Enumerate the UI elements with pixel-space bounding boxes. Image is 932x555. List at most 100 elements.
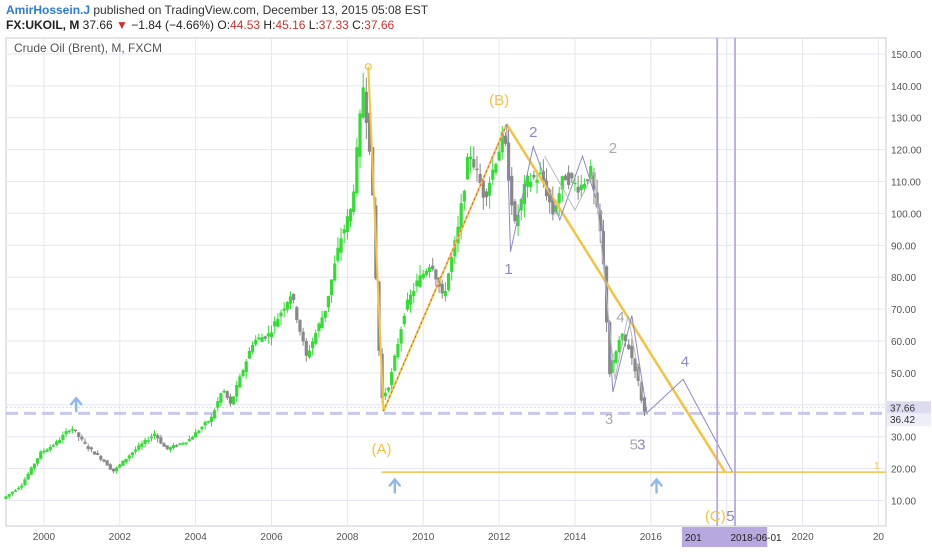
candle-body <box>586 179 590 181</box>
candle-body <box>45 449 49 452</box>
candle-body <box>358 113 362 157</box>
candle-body <box>89 447 93 450</box>
candle-body <box>582 183 587 189</box>
candle-body <box>121 460 125 466</box>
candle-body <box>393 355 397 371</box>
x-tick-label: 2006 <box>260 532 283 543</box>
peak-marker <box>364 63 372 71</box>
candle-body <box>475 168 479 171</box>
y-tick-label: 100.00 <box>891 209 922 220</box>
wave-label: 5 <box>726 508 734 525</box>
candle-body <box>396 344 400 357</box>
price-chart[interactable]: 150.00140.00130.00120.00110.00100.0090.0… <box>0 34 932 550</box>
high-label: H: <box>263 18 276 32</box>
candle-body <box>538 172 542 175</box>
candle-body <box>216 401 220 408</box>
candle-body <box>108 464 112 470</box>
candle-body <box>488 182 492 196</box>
candle-body <box>92 451 97 455</box>
price-change: −1.84 (−4.66%) <box>131 18 215 32</box>
x-tick-label: 2008 <box>336 532 359 543</box>
candle-body <box>133 449 138 452</box>
candle-body <box>162 443 166 447</box>
candle-body <box>418 275 422 287</box>
y-tick-label: 120.00 <box>891 146 922 157</box>
candle-body <box>241 370 245 377</box>
candle-body <box>405 299 410 310</box>
candle-body <box>446 273 451 291</box>
candle-body <box>29 467 33 475</box>
candle-body <box>266 333 270 337</box>
candle-body <box>99 455 103 460</box>
candle-body <box>288 296 293 304</box>
candle-body <box>231 396 236 405</box>
author-link[interactable]: AmirHossein.J <box>6 3 91 17</box>
candle-body <box>503 135 508 144</box>
candle-body <box>225 391 229 398</box>
candle-body <box>557 193 561 203</box>
candle-body <box>263 336 267 339</box>
candle-body <box>181 443 185 445</box>
publish-line: AmirHossein.J published on TradingView.c… <box>6 3 428 17</box>
chart-header: AmirHossein.J published on TradingView.c… <box>0 0 932 34</box>
candle-body <box>4 496 8 499</box>
candle-body <box>459 203 463 231</box>
candle-body <box>304 341 308 356</box>
up-arrow-icon <box>388 477 401 494</box>
candle-body <box>86 446 90 449</box>
candle-body <box>532 175 536 178</box>
candle-body <box>494 164 498 173</box>
candle-body <box>124 458 128 463</box>
y-tick-label: 140.00 <box>891 82 922 93</box>
candle-body <box>143 439 147 444</box>
candle-body <box>548 189 552 203</box>
wave-label: (A) <box>372 441 392 458</box>
candle-body <box>329 279 334 295</box>
wave-label: 1 <box>595 200 603 217</box>
candle-body <box>184 442 188 444</box>
last-price: 37.66 <box>82 18 113 32</box>
candle-body <box>563 175 568 181</box>
candle-body <box>614 351 618 363</box>
candle-body <box>200 426 204 430</box>
candle-body <box>434 269 438 280</box>
candle-body <box>314 333 318 344</box>
wave-label: 5 <box>630 436 638 453</box>
candle-body <box>111 468 116 472</box>
y-tick-label: 60.00 <box>891 337 916 348</box>
candle-body <box>465 156 470 180</box>
candle-body <box>190 437 195 440</box>
candle-body <box>579 184 583 191</box>
candle-body <box>273 321 277 327</box>
candle-body <box>54 441 59 445</box>
candle-body <box>478 173 482 184</box>
candle-body <box>10 491 14 494</box>
candle-body <box>115 467 119 472</box>
candle-body <box>279 312 283 317</box>
candle-body <box>247 350 251 359</box>
candle-body <box>77 432 81 437</box>
price-label-bg <box>887 401 931 415</box>
price-label: 37.66 <box>890 403 915 414</box>
candle-body <box>481 180 485 198</box>
wave-label: (C) <box>705 508 726 525</box>
candle-body <box>519 199 523 211</box>
candle-body <box>427 267 432 273</box>
chart-area[interactable]: 150.00 140.00 130.00 120.00 110.00 100.00 90.0… <box>0 34 932 550</box>
low-label: L: <box>308 18 319 32</box>
candle-body <box>238 376 242 388</box>
candle-body <box>497 151 501 161</box>
candle-body <box>567 172 571 185</box>
candle-body <box>592 172 596 190</box>
candle-body <box>620 333 624 341</box>
candle-body <box>178 443 182 445</box>
x-tick-label: 2000 <box>33 532 56 543</box>
candle-body <box>80 436 84 440</box>
candle-body <box>105 460 109 466</box>
candle-body <box>127 455 131 459</box>
candle-body <box>450 257 454 272</box>
candle-body <box>209 416 214 423</box>
candle-body <box>96 453 100 455</box>
candle-body <box>639 382 643 401</box>
candle-body <box>203 422 207 426</box>
